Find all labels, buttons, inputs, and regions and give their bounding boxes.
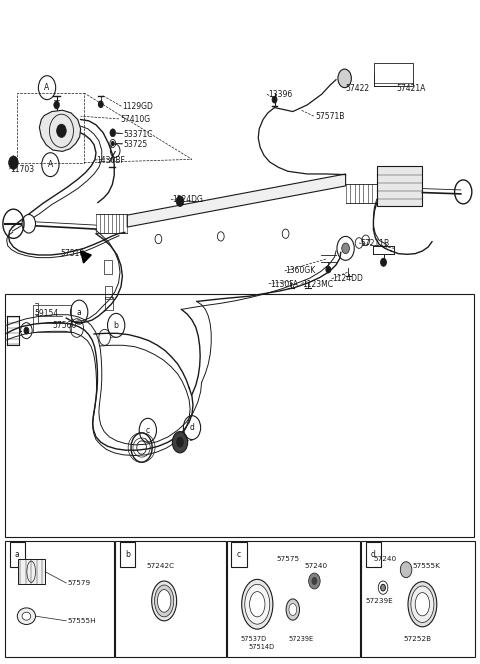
- Ellipse shape: [245, 584, 270, 624]
- Bar: [366, 542, 381, 567]
- Bar: [10, 542, 25, 567]
- Ellipse shape: [415, 592, 430, 616]
- Ellipse shape: [411, 586, 434, 623]
- Text: 57211B: 57211B: [360, 238, 389, 248]
- Bar: [377, 166, 422, 206]
- Text: 1130FA: 1130FA: [270, 280, 298, 289]
- Text: c: c: [146, 426, 150, 435]
- Text: 57579: 57579: [67, 580, 90, 586]
- Text: 57240: 57240: [305, 562, 328, 569]
- Circle shape: [22, 214, 36, 233]
- Ellipse shape: [22, 612, 31, 620]
- Text: d: d: [190, 423, 194, 432]
- Text: c: c: [237, 550, 241, 559]
- Text: 57555H: 57555H: [67, 618, 96, 624]
- Text: 57252B: 57252B: [403, 635, 432, 642]
- Circle shape: [342, 243, 349, 254]
- Circle shape: [24, 327, 29, 334]
- Bar: [18, 559, 45, 584]
- Text: 57555K: 57555K: [413, 562, 441, 569]
- Circle shape: [98, 101, 103, 108]
- Circle shape: [176, 196, 184, 207]
- Bar: [120, 542, 135, 567]
- Circle shape: [110, 129, 116, 137]
- Ellipse shape: [155, 585, 174, 617]
- Bar: [361, 541, 475, 657]
- Text: d: d: [371, 550, 376, 559]
- Text: 1123MC: 1123MC: [302, 280, 334, 289]
- Bar: [227, 541, 360, 657]
- Text: 57560: 57560: [53, 321, 77, 330]
- Polygon shape: [39, 110, 81, 151]
- Circle shape: [309, 573, 320, 589]
- Circle shape: [312, 577, 317, 585]
- Text: 13396: 13396: [268, 90, 292, 99]
- Ellipse shape: [250, 592, 265, 617]
- Text: 57239E: 57239E: [288, 635, 313, 642]
- Text: 57537D: 57537D: [240, 635, 266, 642]
- Text: 57421A: 57421A: [396, 84, 426, 93]
- Text: 53371C: 53371C: [123, 129, 152, 139]
- Bar: [115, 541, 226, 657]
- Text: b: b: [125, 550, 130, 559]
- Polygon shape: [81, 251, 91, 263]
- Text: a: a: [77, 307, 82, 317]
- Text: b: b: [114, 321, 119, 330]
- Ellipse shape: [408, 582, 437, 627]
- Text: 11703: 11703: [11, 165, 35, 174]
- Text: A: A: [45, 83, 49, 92]
- Bar: [33, 305, 71, 332]
- Text: 57571B: 57571B: [315, 112, 344, 122]
- Text: 57514D: 57514D: [248, 644, 274, 651]
- Circle shape: [172, 432, 188, 453]
- Text: 53725: 53725: [123, 140, 147, 149]
- Circle shape: [381, 584, 385, 591]
- Text: 57422: 57422: [346, 84, 370, 93]
- Circle shape: [111, 141, 114, 145]
- Text: 57242C: 57242C: [147, 562, 175, 569]
- Text: 1129GD: 1129GD: [122, 102, 153, 111]
- Ellipse shape: [157, 590, 171, 612]
- Circle shape: [400, 562, 412, 578]
- Circle shape: [54, 101, 60, 109]
- Ellipse shape: [286, 599, 300, 620]
- Circle shape: [381, 258, 386, 266]
- Text: 57410G: 57410G: [120, 115, 150, 124]
- Bar: [374, 63, 413, 86]
- Text: 1360GK: 1360GK: [286, 266, 316, 276]
- Ellipse shape: [152, 581, 177, 621]
- Text: 1124DG: 1124DG: [172, 195, 203, 204]
- Text: 57510: 57510: [60, 249, 84, 258]
- Bar: [104, 260, 112, 274]
- Circle shape: [326, 266, 331, 273]
- Circle shape: [57, 124, 66, 137]
- Text: 1430BF: 1430BF: [96, 156, 125, 165]
- Circle shape: [338, 69, 351, 88]
- Ellipse shape: [17, 608, 36, 624]
- Circle shape: [176, 437, 184, 448]
- Bar: [105, 297, 113, 310]
- Circle shape: [9, 156, 18, 169]
- Text: 59154: 59154: [35, 309, 59, 318]
- Bar: [231, 542, 247, 567]
- Polygon shape: [127, 174, 346, 227]
- Text: A: A: [48, 160, 53, 169]
- Text: 57575: 57575: [276, 556, 299, 562]
- Text: 57240: 57240: [373, 556, 396, 562]
- Text: a: a: [15, 550, 20, 559]
- Bar: [5, 541, 114, 657]
- Text: 1124DD: 1124DD: [333, 274, 363, 284]
- Bar: [5, 294, 474, 537]
- Circle shape: [272, 96, 277, 103]
- Bar: [105, 286, 112, 299]
- Ellipse shape: [242, 579, 273, 629]
- Text: 57239E: 57239E: [366, 598, 394, 604]
- Ellipse shape: [289, 604, 297, 616]
